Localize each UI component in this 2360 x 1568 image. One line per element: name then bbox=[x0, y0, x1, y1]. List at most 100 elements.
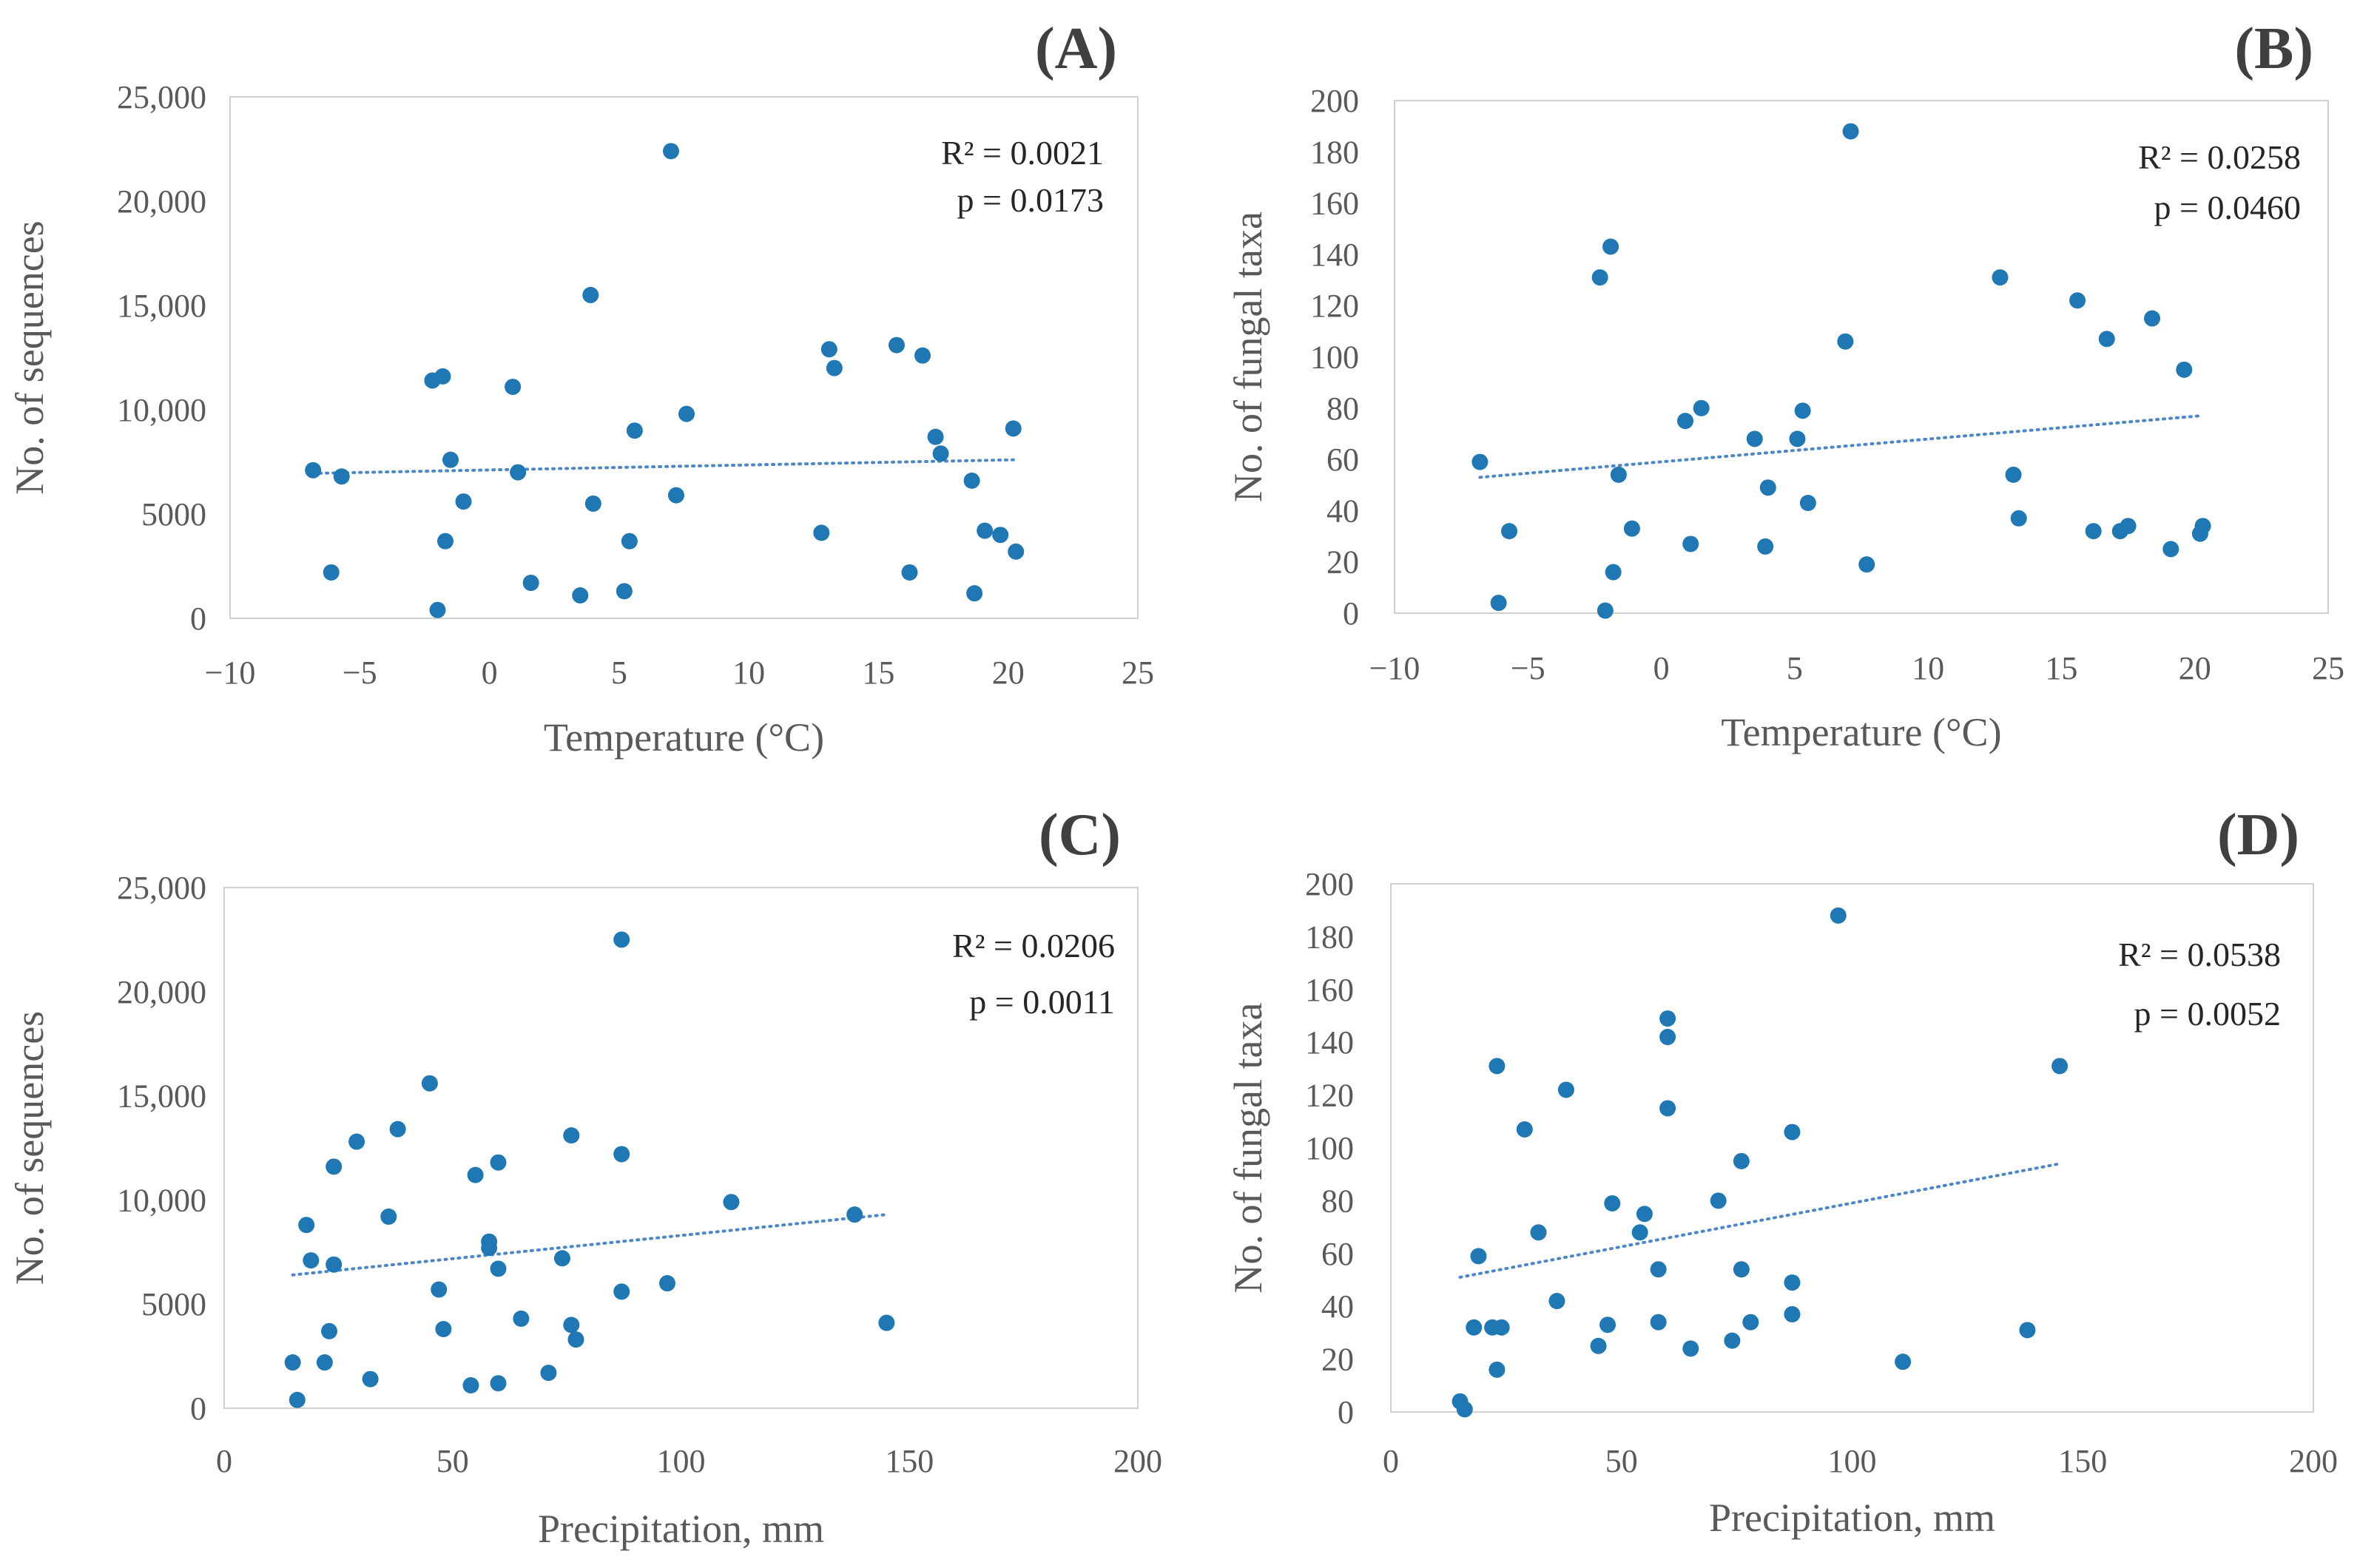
data-point bbox=[977, 522, 994, 539]
data-point bbox=[333, 468, 350, 485]
y-tick-label: 20,000 bbox=[117, 183, 206, 220]
data-point bbox=[813, 524, 830, 541]
data-point bbox=[1659, 1010, 1676, 1027]
data-point bbox=[1456, 1401, 1473, 1418]
y-tick-label: 60 bbox=[1326, 442, 1359, 478]
data-point bbox=[481, 1240, 498, 1257]
trendline bbox=[291, 1213, 889, 1277]
y-tick-label: 40 bbox=[1321, 1288, 1354, 1325]
data-point bbox=[1784, 1123, 1801, 1140]
data-point bbox=[1591, 269, 1608, 286]
data-point bbox=[1837, 333, 1854, 350]
y-axis-title: No. of sequences bbox=[7, 220, 52, 494]
x-axis-title: Temperature (°C) bbox=[1721, 710, 2001, 754]
y-tick-label: 200 bbox=[1310, 83, 1359, 119]
y-tick-label: 20 bbox=[1326, 544, 1359, 581]
data-point bbox=[963, 472, 980, 489]
data-point bbox=[932, 445, 949, 462]
y-tick-label: 5000 bbox=[141, 496, 206, 533]
x-tick-label: 0 bbox=[216, 1443, 232, 1479]
panel-label: (B) bbox=[2234, 16, 2313, 81]
data-point bbox=[613, 1146, 630, 1163]
data-point bbox=[1610, 466, 1627, 483]
x-axis-title: Temperature (°C) bbox=[544, 715, 824, 760]
y-tick-label: 120 bbox=[1310, 288, 1359, 324]
panel-label: (C) bbox=[1039, 802, 1121, 868]
data-point bbox=[513, 1310, 530, 1327]
x-tick-label: 50 bbox=[1605, 1443, 1638, 1479]
data-point bbox=[616, 583, 633, 600]
data-point bbox=[1724, 1332, 1741, 1349]
data-point bbox=[1005, 420, 1022, 437]
y-tick-label: 60 bbox=[1321, 1236, 1354, 1272]
data-point bbox=[563, 1317, 580, 1334]
y-axis-title: No. of fungal taxa bbox=[1226, 1003, 1270, 1294]
data-point bbox=[667, 487, 684, 504]
x-tick-label: 100 bbox=[1828, 1443, 1877, 1479]
data-point bbox=[1008, 543, 1025, 560]
y-tick-label: 180 bbox=[1305, 919, 1354, 955]
data-point bbox=[820, 341, 837, 358]
x-tick-label: 50 bbox=[436, 1443, 469, 1479]
data-point bbox=[510, 464, 527, 481]
data-point bbox=[1631, 1224, 1648, 1241]
data-point bbox=[490, 1260, 507, 1277]
x-tick-label: 200 bbox=[2289, 1443, 2338, 1479]
data-point bbox=[966, 585, 983, 602]
data-point bbox=[1895, 1354, 1912, 1371]
data-point bbox=[1605, 564, 1622, 581]
x-tick-label: 20 bbox=[2179, 650, 2211, 686]
data-point bbox=[901, 564, 918, 581]
x-tick-label: 10 bbox=[1912, 650, 1944, 686]
data-point bbox=[1733, 1261, 1750, 1278]
y-tick-label: 120 bbox=[1305, 1078, 1354, 1114]
y-tick-label: 5000 bbox=[141, 1286, 206, 1322]
x-axis-title: Precipitation, mm bbox=[1709, 1496, 1995, 1540]
data-point bbox=[626, 422, 643, 439]
data-point bbox=[435, 1320, 452, 1337]
data-point bbox=[1604, 1194, 1621, 1212]
data-point bbox=[389, 1121, 406, 1138]
p-value-label: p = 0.0173 bbox=[957, 181, 1104, 219]
data-point bbox=[2144, 310, 2161, 327]
data-point bbox=[1784, 1274, 1801, 1291]
panel-label: (A) bbox=[1035, 16, 1117, 81]
y-tick-label: 40 bbox=[1326, 493, 1359, 529]
data-point bbox=[348, 1133, 365, 1150]
y-tick-label: 10,000 bbox=[117, 1182, 206, 1218]
data-point bbox=[1548, 1293, 1565, 1310]
data-point bbox=[723, 1194, 740, 1211]
data-point bbox=[2051, 1058, 2069, 1075]
x-tick-label: −5 bbox=[343, 655, 377, 691]
data-point bbox=[2085, 523, 2102, 540]
data-point bbox=[442, 451, 459, 468]
p-value-label: p = 0.0460 bbox=[2154, 189, 2301, 226]
data-point bbox=[2019, 1322, 2036, 1339]
data-point bbox=[1636, 1206, 1653, 1223]
x-tick-label: 15 bbox=[862, 655, 894, 691]
data-point bbox=[2120, 518, 2137, 535]
data-point bbox=[421, 1075, 438, 1092]
data-point bbox=[1799, 495, 1816, 512]
y-tick-label: 0 bbox=[190, 601, 206, 637]
y-tick-label: 100 bbox=[1305, 1130, 1354, 1166]
data-point bbox=[1733, 1152, 1750, 1169]
data-point bbox=[1650, 1261, 1667, 1278]
x-tick-label: −10 bbox=[205, 655, 256, 691]
x-tick-label: 5 bbox=[611, 655, 627, 691]
data-point bbox=[540, 1365, 557, 1382]
data-point bbox=[323, 564, 340, 581]
data-point bbox=[455, 493, 472, 510]
data-point bbox=[1746, 430, 1763, 447]
x-tick-label: 0 bbox=[1383, 1443, 1399, 1479]
x-tick-label: 200 bbox=[1113, 1443, 1162, 1479]
data-point bbox=[490, 1154, 507, 1171]
data-point bbox=[2005, 466, 2022, 483]
data-point bbox=[1682, 1340, 1699, 1357]
data-point bbox=[2194, 518, 2211, 535]
y-tick-label: 20 bbox=[1321, 1342, 1354, 1378]
y-tick-label: 10,000 bbox=[117, 392, 206, 428]
data-point bbox=[1489, 1058, 1506, 1075]
data-point bbox=[326, 1256, 343, 1273]
y-tick-label: 15,000 bbox=[117, 1078, 206, 1115]
